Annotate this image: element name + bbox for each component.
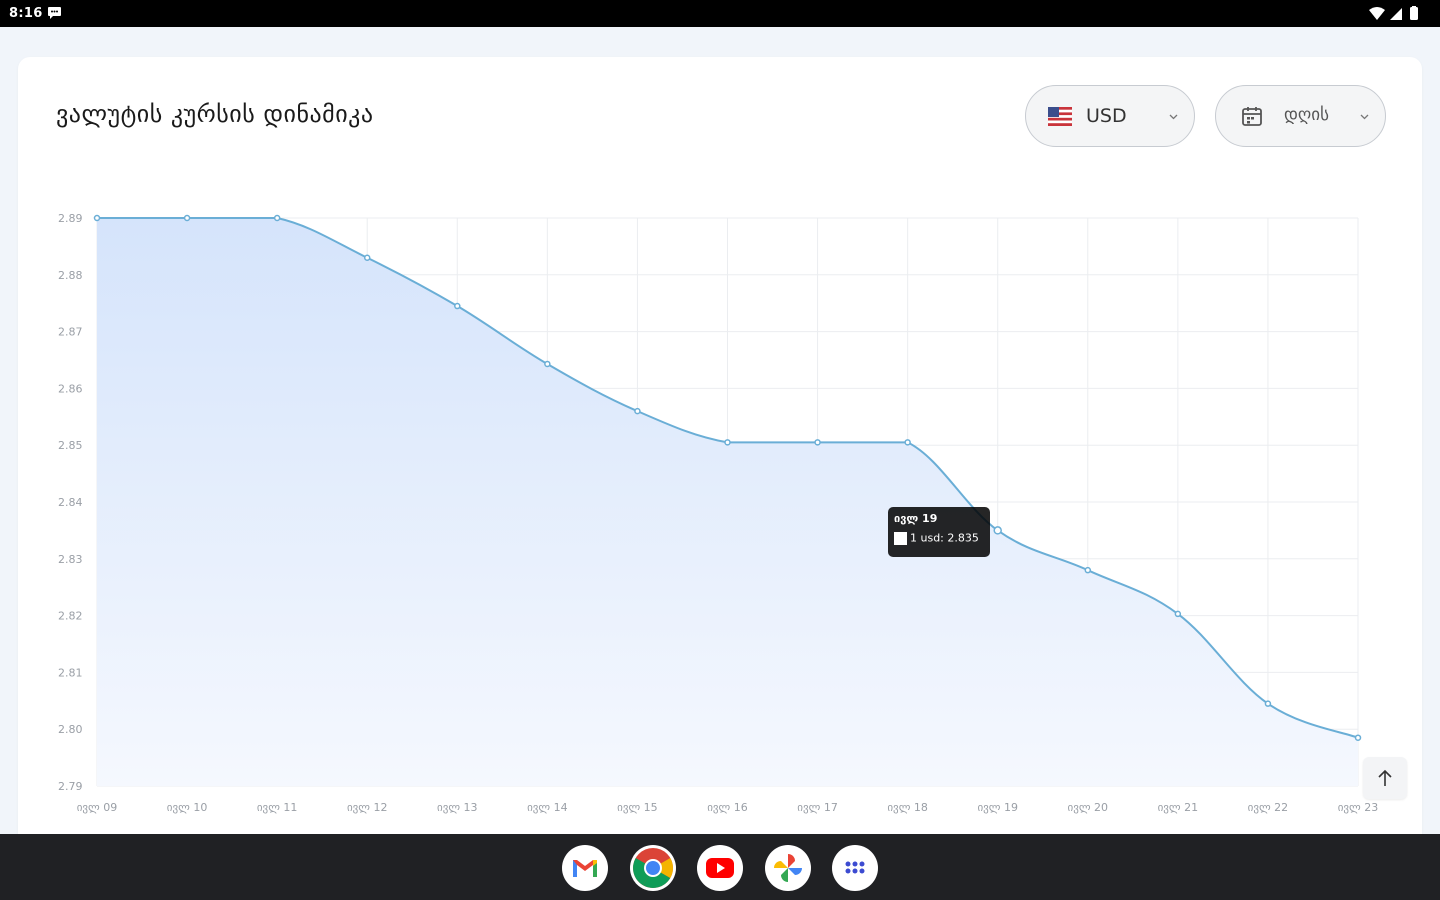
data-point[interactable] (1354, 734, 1362, 741)
x-tick-label: ივლ 15 (617, 801, 658, 814)
app-drawer-icon[interactable] (832, 845, 878, 891)
y-tick-label: 2.79 (58, 780, 83, 793)
data-point[interactable] (904, 439, 911, 446)
data-point[interactable] (363, 254, 371, 262)
x-tick-label: ივლ 11 (257, 801, 298, 814)
gmail-icon[interactable] (562, 845, 608, 891)
data-point[interactable] (1174, 610, 1182, 618)
arrow-up-icon (1378, 769, 1392, 786)
y-tick-label: 2.86 (58, 382, 83, 395)
data-point[interactable] (273, 214, 281, 222)
y-tick-label: 2.84 (58, 496, 83, 509)
wifi-icon (1369, 7, 1385, 20)
data-point[interactable] (183, 214, 191, 222)
data-point[interactable] (454, 302, 461, 310)
y-tick-label: 2.85 (58, 439, 83, 452)
photos-icon[interactable] (765, 845, 811, 891)
period-select[interactable]: დღის (1215, 85, 1386, 147)
x-tick-label: ივლ 18 (887, 801, 928, 814)
tooltip-title: ივლ 19 (894, 512, 938, 525)
tooltip-body: 1 usd: 2.835 (910, 531, 979, 545)
signal-icon (1390, 8, 1402, 20)
y-tick-label: 2.88 (58, 269, 83, 282)
data-point[interactable] (993, 526, 1002, 535)
y-tick-label: 2.89 (58, 212, 83, 225)
chevron-down-icon (1169, 114, 1178, 120)
data-point[interactable] (724, 439, 731, 446)
y-tick-label: 2.81 (58, 666, 83, 679)
series-line (97, 216, 1359, 739)
y-tick-label: 2.82 (58, 610, 83, 623)
x-tick-label: ივლ 22 (1248, 801, 1289, 814)
chart-tooltip: ივლ 19 1 usd: 2.835 (888, 507, 990, 557)
data-point[interactable] (93, 214, 101, 222)
currency-select-value: USD (1086, 105, 1127, 127)
status-time: 8:16 (9, 6, 43, 21)
status-bar: 8:16 (0, 0, 1440, 27)
x-tick-label: ივლ 17 (797, 801, 838, 814)
x-tick-label: ივლ 13 (437, 801, 478, 814)
chart-area (97, 218, 1358, 786)
tooltip-swatch (894, 531, 907, 545)
x-tick-label: ივლ 12 (347, 801, 388, 814)
area-fill (97, 218, 1358, 786)
x-tick-label: ივლ 10 (167, 801, 208, 814)
chart-line (97, 216, 1359, 739)
youtube-icon[interactable] (697, 845, 743, 891)
data-point[interactable] (1264, 700, 1272, 707)
x-tick-label: ივლ 09 (77, 801, 118, 814)
battery-icon (1410, 7, 1418, 20)
x-tick-label: ივლ 23 (1338, 801, 1379, 814)
y-tick-label: 2.87 (58, 326, 83, 339)
x-tick-label: ივლ 14 (527, 801, 568, 814)
calendar-icon (1242, 107, 1262, 126)
x-tick-label: ივლ 19 (977, 801, 1018, 814)
x-tick-label: ივლ 21 (1158, 801, 1199, 814)
data-point[interactable] (1084, 566, 1092, 574)
data-point[interactable] (814, 439, 821, 446)
y-tick-label: 2.80 (58, 723, 83, 736)
x-axis-ticks: ივლ 09 ივლ 10 ივლ 11 ივლ 12 ივლ 13 ივლ 14 ივლ … (77, 801, 1379, 814)
us-flag-icon (1048, 107, 1072, 126)
data-point[interactable] (544, 360, 551, 368)
chrome-icon[interactable] (630, 845, 676, 891)
data-point[interactable] (634, 407, 641, 415)
x-tick-label: ივლ 16 (707, 801, 748, 814)
x-tick-label: ივლ 20 (1068, 801, 1109, 814)
y-axis-ticks: 2.79 2.80 2.81 2.82 2.83 2.84 2.85 2.86 2.87 2.88… (58, 212, 83, 793)
y-tick-label: 2.83 (58, 553, 83, 566)
chat-notification-icon (48, 7, 61, 19)
chevron-down-icon (1360, 114, 1369, 120)
page-title: ვალუტის კურსის დინამიკა (56, 100, 374, 128)
currency-select[interactable]: USD (1025, 85, 1195, 147)
period-select-value: დღის (1284, 105, 1329, 125)
system-status-icons (1369, 6, 1418, 20)
chart-points (93, 214, 1362, 741)
scroll-to-top-button[interactable] (1363, 757, 1407, 799)
